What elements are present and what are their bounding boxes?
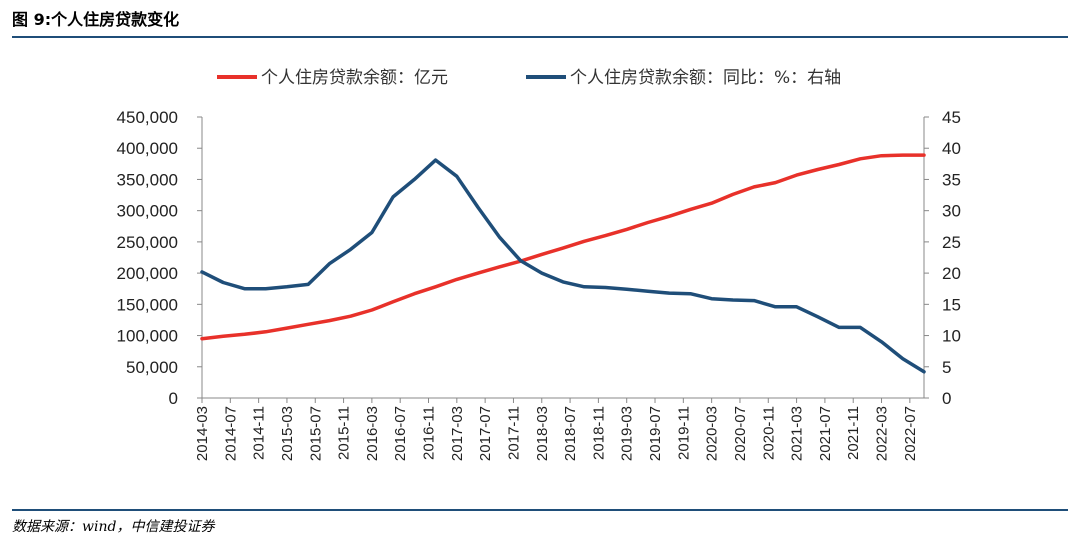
y-tick-label: 400,000 [117, 139, 178, 158]
x-tick-label: 2016-03 [364, 406, 381, 461]
series-line-balance [200, 153, 926, 341]
x-tick-label: 2014-07 [222, 406, 239, 461]
x-tick-label: 2020-11 [760, 406, 777, 460]
x-tick-label: 2022-03 [874, 406, 891, 461]
y2-tick-label: 45 [942, 108, 961, 127]
x-tick-label: 2016-11 [421, 406, 438, 460]
y2-tick-label: 35 [942, 170, 961, 189]
legend-label: 个人住房贷款余额：同比：%：右轴 [570, 68, 841, 88]
y2-tick-label: 5 [942, 358, 951, 377]
top-divider [12, 36, 1068, 38]
bottom-divider [12, 509, 1068, 511]
series-line-yoy [200, 158, 926, 374]
y-tick-label: 450,000 [117, 108, 178, 127]
x-tick-label: 2022-07 [902, 406, 919, 461]
y-tick-label: 350,000 [117, 170, 178, 189]
x-tick-label: 2016-07 [392, 406, 409, 461]
y-tick-label: 0 [169, 389, 178, 408]
x-tick-label: 2020-07 [732, 406, 749, 461]
x-tick-label: 2021-07 [817, 406, 834, 461]
legend-label: 个人住房贷款余额：亿元 [261, 68, 448, 88]
x-tick-label: 2019-03 [619, 406, 636, 461]
source-note: 数据来源：wind，中信建投证券 [12, 519, 215, 535]
x-tick-label: 2017-03 [449, 406, 466, 461]
x-tick-label: 2021-03 [789, 406, 806, 461]
x-tick-label: 2019-07 [647, 406, 664, 461]
line-chart: 450,000 400,000 350,000 300,000 250,000 200,0… [117, 68, 961, 461]
x-tick-label: 2021-11 [845, 406, 862, 460]
y2-tick-label: 10 [942, 327, 961, 346]
x-tick-label: 2018-07 [562, 406, 579, 461]
y-tick-label: 250,000 [117, 233, 178, 252]
y-tick-label: 200,000 [117, 264, 178, 283]
y2-tick-label: 0 [942, 389, 951, 408]
x-tick-label: 2015-07 [307, 406, 324, 461]
x-tick-label: 2018-03 [534, 406, 551, 461]
y2-tick-label: 40 [942, 139, 961, 158]
y-tick-label: 50,000 [126, 358, 178, 377]
y2-tick-label: 25 [942, 233, 961, 252]
x-tick-label: 2019-11 [675, 406, 692, 460]
y-tick-label: 300,000 [117, 202, 178, 221]
x-tick-label: 2015-11 [336, 406, 353, 460]
figure-title: 图 9:个人住房贷款变化 [12, 10, 180, 29]
x-tick-label: 2020-03 [704, 406, 721, 461]
x-tick-label: 2017-07 [477, 406, 494, 461]
x-tick-label: 2017-11 [505, 406, 522, 460]
y2-tick-label: 15 [942, 295, 961, 314]
x-tick-label: 2014-03 [194, 406, 211, 461]
y2-tick-label: 20 [942, 264, 961, 283]
y2-tick-label: 30 [942, 202, 961, 221]
x-tick-label: 2015-03 [279, 406, 296, 461]
x-tick-label: 2014-11 [251, 406, 268, 460]
y-tick-label: 150,000 [117, 295, 178, 314]
y-tick-label: 100,000 [117, 327, 178, 346]
x-tick-label: 2018-11 [590, 406, 607, 460]
